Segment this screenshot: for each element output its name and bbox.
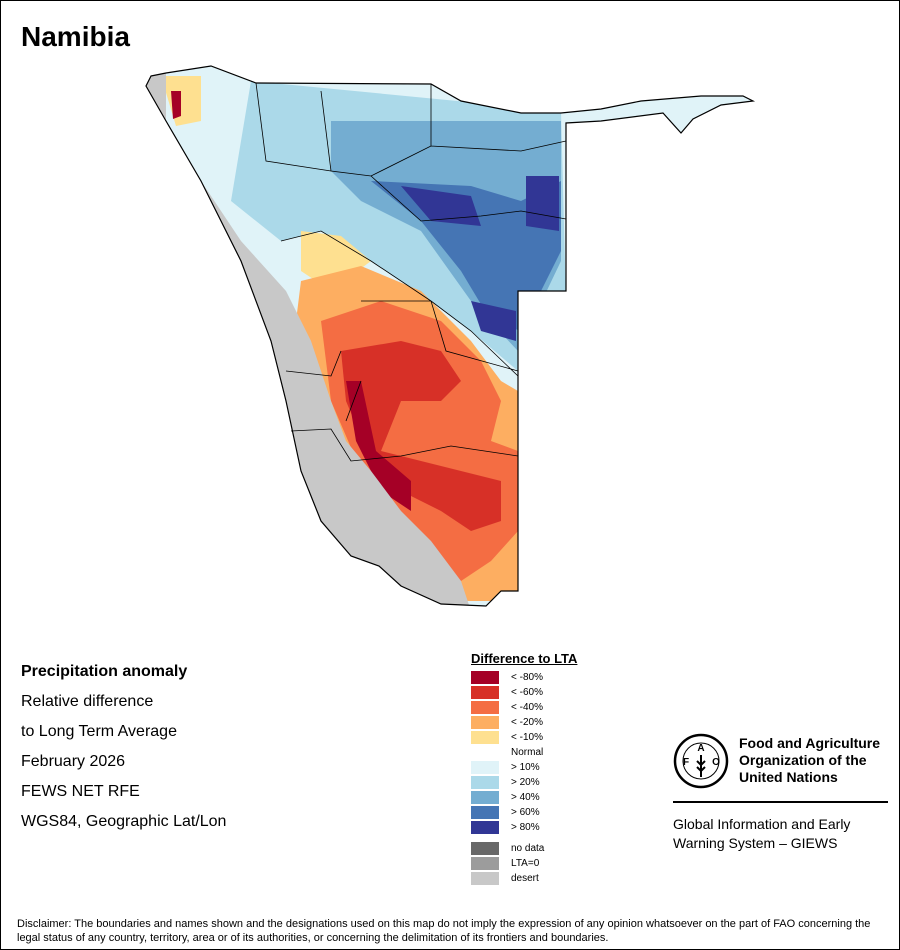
giews-name: Global Information and Early Warning Sys…: [673, 816, 851, 851]
svg-text:O: O: [712, 757, 720, 768]
svg-text:F: F: [683, 757, 689, 768]
legend-swatch: [471, 716, 499, 729]
legend-swatch: [471, 671, 499, 684]
legend-label: Normal: [511, 747, 544, 758]
anomaly-minus60: [341, 341, 501, 531]
legend-swatch: [471, 686, 499, 699]
legend-item: > 20%: [471, 775, 577, 790]
legend-item: < -40%: [471, 700, 577, 715]
divider: [673, 801, 888, 803]
info-line: to Long Term Average: [21, 723, 177, 740]
info-line: FEWS NET RFE: [21, 783, 140, 800]
anomaly-80: [401, 176, 559, 591]
legend-item: Normal: [471, 745, 577, 760]
legend-label: < -10%: [511, 732, 543, 743]
legend-swatch: [471, 857, 499, 870]
anomaly-minus80: [171, 91, 411, 511]
legend-swatch: [471, 701, 499, 714]
legend-label: > 20%: [511, 777, 540, 788]
legend-item: > 10%: [471, 760, 577, 775]
legend-swatch: [471, 776, 499, 789]
anomaly-minus10: [161, 76, 371, 291]
svg-text:A: A: [697, 743, 704, 754]
fao-block: A F O Food and Agriculture Organization …: [673, 733, 888, 851]
legend-swatch: [471, 761, 499, 774]
legend-label: > 80%: [511, 822, 540, 833]
map-info: Precipitation anomaly Relative differenc…: [21, 657, 226, 837]
legend-item: < -20%: [471, 715, 577, 730]
legend-label: > 60%: [511, 807, 540, 818]
legend-swatch: [471, 872, 499, 885]
legend-item: > 60%: [471, 805, 577, 820]
legend-item: no data: [471, 841, 577, 856]
legend-item: LTA=0: [471, 856, 577, 871]
legend-label: no data: [511, 843, 545, 854]
legend-item: < -10%: [471, 730, 577, 745]
info-line: Relative difference: [21, 693, 154, 710]
legend: Difference to LTA < -80% < -60% < -40% < -2…: [471, 651, 577, 886]
disclaimer: Disclaimer: The boundaries and names sho…: [17, 918, 871, 944]
legend-item: > 80%: [471, 820, 577, 835]
legend-swatch: [471, 821, 499, 834]
legend-label: < -20%: [511, 717, 543, 728]
legend-title: Difference to LTA: [471, 651, 578, 666]
legend-swatch: [471, 842, 499, 855]
legend-label: > 40%: [511, 792, 540, 803]
legend-swatch: [471, 806, 499, 819]
legend-swatch: [471, 791, 499, 804]
legend-label: > 10%: [511, 762, 540, 773]
legend-item: desert: [471, 871, 577, 886]
legend-label: < -60%: [511, 687, 543, 698]
fao-name: Food and Agriculture Organization of the…: [739, 735, 881, 785]
legend-swatch: [471, 731, 499, 744]
legend-label: LTA=0: [511, 858, 540, 869]
info-line: WGS84, Geographic Lat/Lon: [21, 813, 227, 830]
legend-label: desert: [511, 873, 539, 884]
legend-item: < -60%: [471, 685, 577, 700]
region-boundaries: [255, 82, 567, 462]
info-line: February 2026: [21, 753, 126, 770]
map-title: Namibia: [21, 21, 130, 52]
legend-item: < -80%: [471, 670, 577, 685]
info-line: Precipitation anomaly: [21, 663, 188, 680]
legend-swatch: [471, 746, 499, 759]
legend-label: < -80%: [511, 672, 543, 683]
fao-logo-icon: A F O: [673, 733, 729, 789]
legend-item: > 40%: [471, 790, 577, 805]
legend-label: < -40%: [511, 702, 543, 713]
